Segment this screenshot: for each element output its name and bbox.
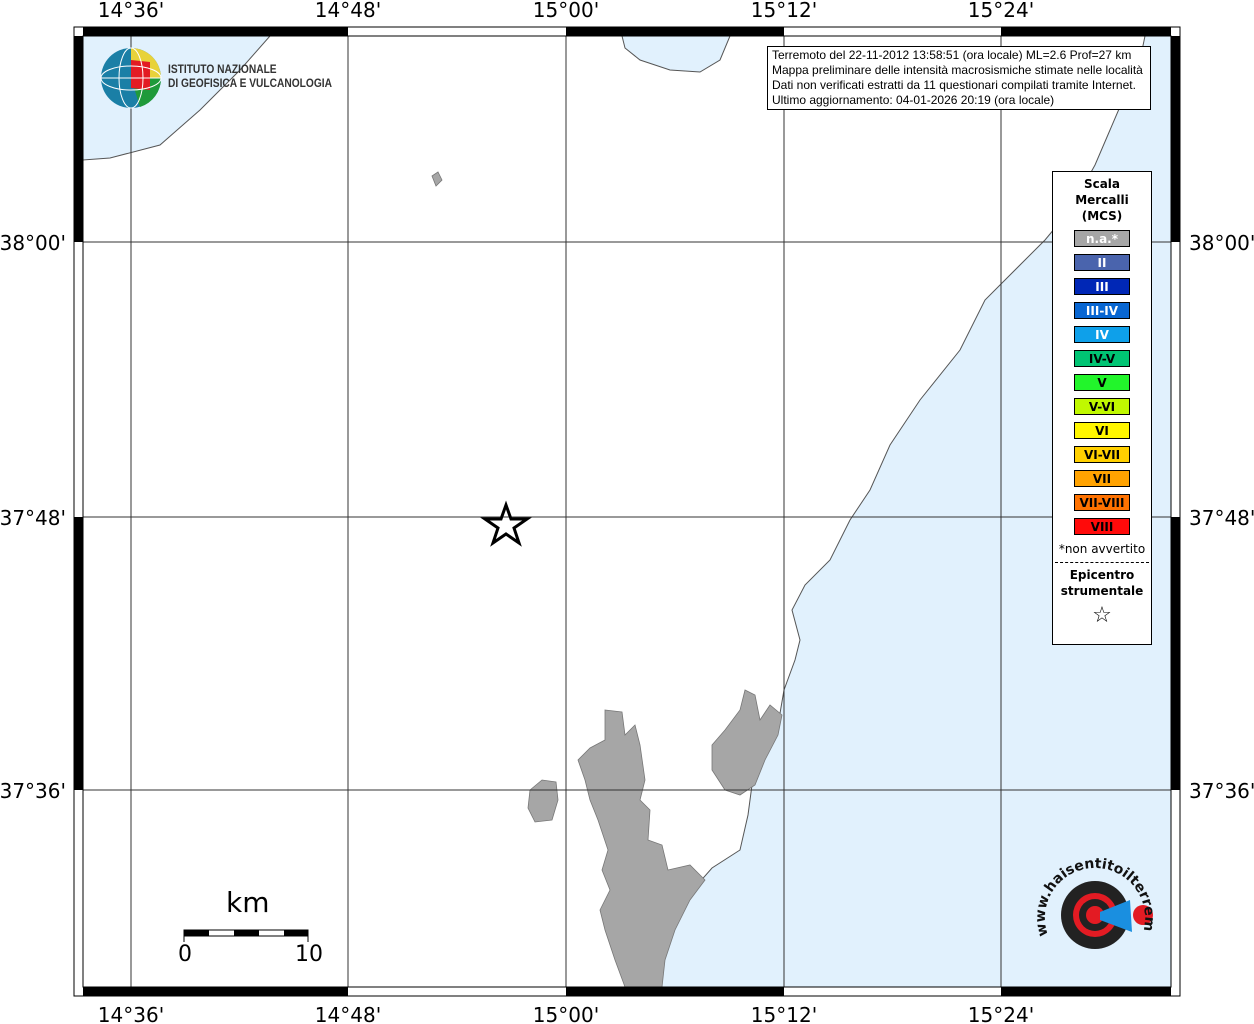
lon-label-bottom: 15°12' <box>751 1003 817 1024</box>
epicenter-star-icon: ☆ <box>1092 603 1112 628</box>
sea-north <box>621 35 731 73</box>
lat-label-left: 37°48' <box>0 506 66 530</box>
legend-title-line: Mercalli <box>1075 193 1129 207</box>
ingv-line: ISTITUTO NAZIONALE <box>168 62 277 76</box>
urban-areas <box>431 171 783 988</box>
lon-label-bottom: 14°36' <box>98 1003 164 1024</box>
legend-swatch: III <box>1074 278 1130 295</box>
legend-swatch: V-VI <box>1074 398 1130 415</box>
map-frame <box>73 26 1181 997</box>
lat-label-left: 37°36' <box>0 779 66 803</box>
lon-label-bottom: 15°24' <box>968 1003 1034 1024</box>
scale-unit: km <box>226 886 270 919</box>
legend-title-line: Scala <box>1083 177 1121 191</box>
legend-swatch: VIII <box>1074 518 1130 535</box>
scale-bar <box>183 929 309 942</box>
epicenter-label: Epicentro strumentale <box>1053 567 1151 599</box>
earthquake-info-box: Terremoto del 22-11-2012 13:58:51 (ora l… <box>767 46 1151 110</box>
epicenter-label-line: strumentale <box>1060 584 1144 598</box>
info-line: Ultimo aggiornamento: 04-01-2026 20:19 (… <box>772 93 1055 107</box>
legend-swatch: II <box>1074 254 1130 271</box>
lat-label-right: 37°48' <box>1189 506 1254 530</box>
ingv-line: DI GEOFISICA E VULCANOLOGIA <box>168 76 332 90</box>
legend-swatch: IV <box>1074 326 1130 343</box>
legend-swatch: n.a.* <box>1074 230 1130 247</box>
ingv-logo-globe <box>100 47 162 109</box>
info-line: Dati non verificati estratti da 11 quest… <box>772 78 1136 92</box>
legend-note: *non avvertito <box>1058 542 1146 556</box>
lon-label-top: 15°24' <box>968 0 1034 22</box>
legend-swatch: VI <box>1074 422 1130 439</box>
lon-label-top: 15°12' <box>751 0 817 22</box>
legend-title-line: (MCS) <box>1081 209 1123 223</box>
legend-divider <box>1055 562 1149 563</box>
legend-swatch: III-IV <box>1074 302 1130 319</box>
lat-label-right: 38°00' <box>1189 231 1254 255</box>
epicenter-label-line: Epicentro <box>1069 568 1135 582</box>
legend-swatch: V <box>1074 374 1130 391</box>
lon-label-bottom: 14°48' <box>315 1003 381 1024</box>
info-line: Mappa preliminare delle intensità macros… <box>772 63 1143 77</box>
legend-swatch: IV-V <box>1074 350 1130 367</box>
legend-swatch: VII <box>1074 470 1130 487</box>
lon-label-top: 15°00' <box>533 0 599 22</box>
info-line: Terremoto del 22-11-2012 13:58:51 (ora l… <box>772 48 1132 62</box>
legend-swatch: VII-VIII <box>1074 494 1130 511</box>
graticule <box>83 36 1171 987</box>
ingv-logo-text: ISTITUTO NAZIONALE DI GEOFISICA E VULCAN… <box>168 62 332 90</box>
lon-label-top: 14°48' <box>315 0 381 22</box>
mcs-legend: Scala Mercalli (MCS) n.a.* II III III-IV IV I… <box>1052 171 1152 645</box>
legend-title: Scala Mercalli (MCS) <box>1053 176 1151 224</box>
legend-swatch: VI-VII <box>1074 446 1130 463</box>
scale-min: 0 <box>178 942 192 967</box>
scale-max: 10 <box>295 942 323 967</box>
lat-label-right: 37°36' <box>1189 779 1254 803</box>
lon-label-top: 14°36' <box>98 0 164 22</box>
epicenter-star-icon[interactable] <box>480 500 532 547</box>
lon-label-bottom: 15°00' <box>533 1003 599 1024</box>
lat-label-left: 38°00' <box>0 231 66 255</box>
